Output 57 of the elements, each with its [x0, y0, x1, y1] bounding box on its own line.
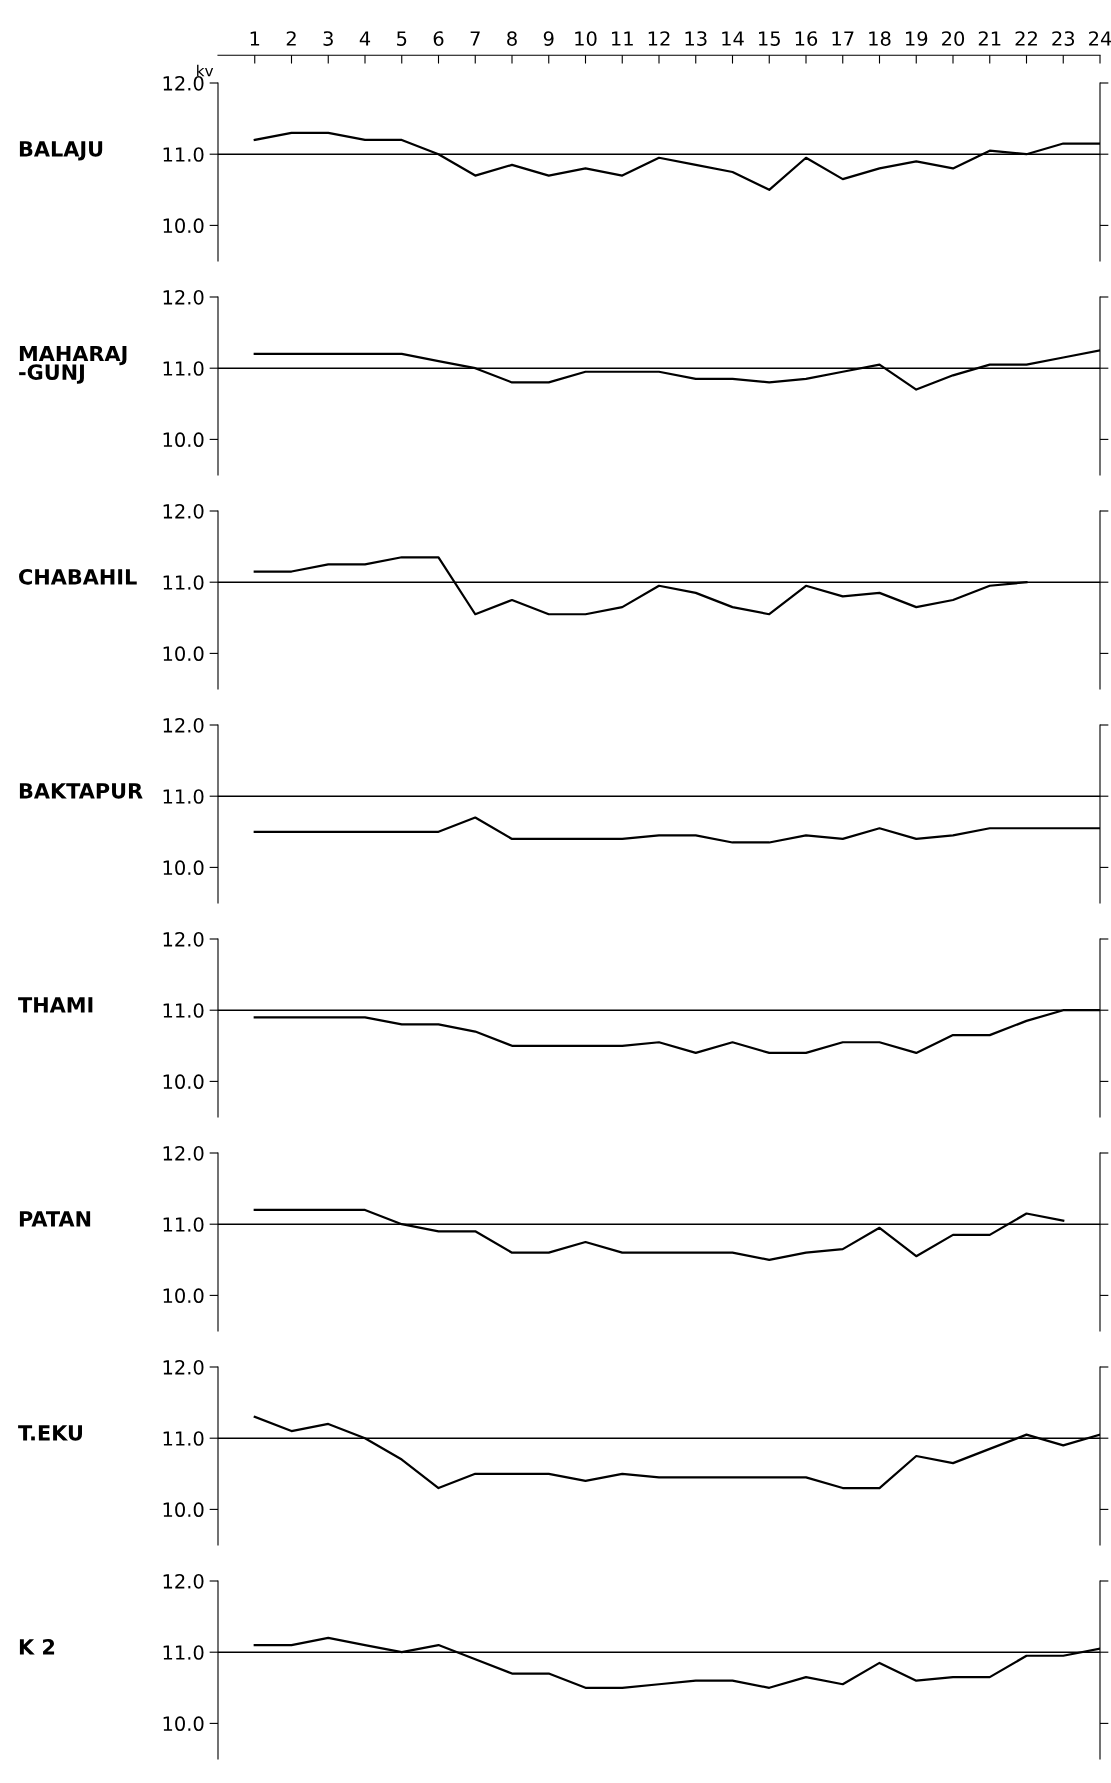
x-tick-label: 23 [1052, 31, 1075, 46]
x-tick-label: 8 [507, 31, 517, 46]
x-tick-label: 2 [286, 31, 296, 46]
y-tick-label: 12.0 [163, 503, 204, 519]
y-tick-label: 10.0 [163, 1502, 204, 1518]
y-tick-label: 11.0 [163, 361, 204, 376]
x-tick-label: 24 [1089, 31, 1111, 46]
y-tick-label: 10.0 [163, 1074, 204, 1090]
x-tick-label: 14 [722, 31, 744, 46]
text: T.EKU [18, 1425, 82, 1441]
x-tick-label: 9 [543, 31, 554, 46]
x-tick-label: 5 [397, 31, 407, 46]
x-tick-label: 3 [323, 31, 333, 46]
y-tick-label: 11.0 [163, 1003, 204, 1018]
y-tick-label: 11.0 [163, 1217, 204, 1232]
x-tick-label: 1 [250, 31, 260, 46]
x-tick-label: 13 [685, 31, 707, 46]
x-tick-label: 6 [433, 31, 444, 46]
y-tick-label: 11.0 [163, 1645, 204, 1660]
x-tick-label: 7 [470, 31, 480, 46]
y-tick-label: 12.0 [163, 1145, 204, 1161]
text: PATAN [19, 1211, 91, 1227]
text: K 2 [19, 1638, 55, 1655]
x-tick-label: 17 [832, 31, 854, 46]
y-tick-label: 10.0 [163, 646, 204, 662]
text: BALAJU [19, 141, 103, 161]
text: THAMI [18, 997, 93, 1013]
y-tick-label: 12.0 [163, 717, 204, 733]
text: MAHARAJ -GUNJ [19, 345, 127, 384]
y-tick-label: 10.0 [163, 218, 204, 234]
x-tick-label: 19 [906, 31, 928, 46]
x-tick-label: 12 [648, 31, 670, 46]
y-tick-label: 10.0 [163, 860, 204, 876]
y-tick-label: 11.0 [163, 1431, 204, 1446]
x-tick-label: 10 [575, 31, 597, 46]
x-tick-label: 18 [869, 31, 891, 46]
y-tick-label: 12.0 [163, 75, 204, 91]
y-tick-label: 10.0 [163, 1288, 204, 1304]
y-tick-label: 11.0 [163, 575, 204, 590]
y-tick-label: 11.0 [163, 147, 204, 162]
y-tick-label: 12.0 [163, 289, 204, 305]
text: BAKTAPUR [19, 783, 143, 799]
x-tick-label: 15 [759, 31, 780, 46]
x-tick-label: 22 [1015, 31, 1037, 46]
x-tick-label: 11 [612, 31, 633, 46]
x-tick-label: 21 [978, 31, 1001, 46]
y-axis-title: kv [197, 64, 214, 77]
y-tick-label: 12.0 [163, 1573, 204, 1589]
text: CHABAHIL [19, 568, 137, 585]
y-tick-label: 12.0 [163, 931, 204, 947]
y-tick-label: 10.0 [163, 1716, 204, 1732]
y-tick-label: 11.0 [163, 789, 204, 804]
x-tick-label: 16 [795, 31, 818, 46]
y-tick-label: 10.0 [163, 432, 204, 448]
y-tick-label: 12.0 [163, 1359, 204, 1375]
x-tick-label: 4 [359, 31, 371, 46]
x-tick-label: 20 [942, 31, 965, 46]
